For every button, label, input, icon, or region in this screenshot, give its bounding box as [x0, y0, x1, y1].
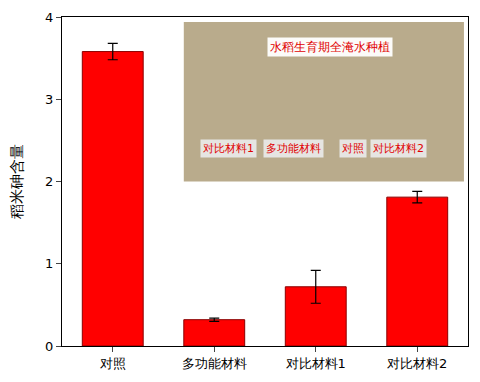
svg-text:对照: 对照 — [100, 356, 126, 371]
svg-text:2: 2 — [45, 174, 53, 189]
svg-text:对比材料1: 对比材料1 — [203, 142, 254, 155]
svg-text:4: 4 — [45, 10, 53, 25]
svg-text:多功能材料: 多功能材料 — [266, 142, 321, 155]
svg-text:3: 3 — [45, 92, 53, 107]
svg-text:稻米砷含量: 稻米砷含量 — [8, 144, 26, 219]
svg-text:1: 1 — [45, 256, 53, 271]
svg-text:水稻生育期全淹水种植: 水稻生育期全淹水种植 — [270, 40, 390, 54]
svg-text:0: 0 — [45, 339, 53, 354]
svg-text:对照: 对照 — [342, 142, 364, 155]
svg-text:对比材料1: 对比材料1 — [286, 356, 346, 371]
svg-text:对比材料2: 对比材料2 — [373, 142, 424, 155]
svg-text:对比材料2: 对比材料2 — [387, 356, 447, 371]
svg-text:多功能材料: 多功能材料 — [182, 356, 247, 371]
